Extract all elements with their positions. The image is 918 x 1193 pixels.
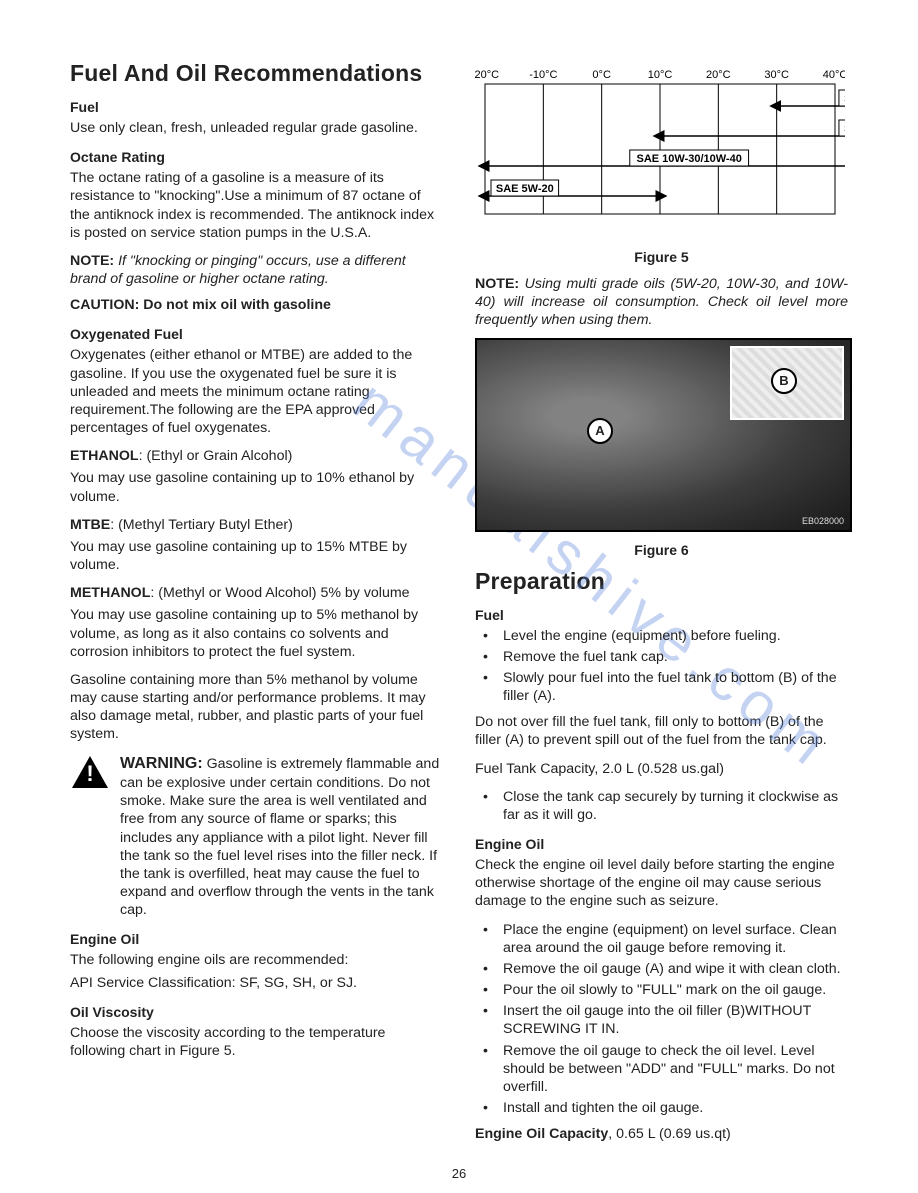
note2-label: NOTE: xyxy=(475,276,519,292)
subheading-fuel: Fuel xyxy=(70,99,443,115)
methanol-label: METHANOL xyxy=(70,585,150,601)
heading-fuel-oil-rec: Fuel And Oil Recommendations xyxy=(70,60,443,87)
svg-text:0°C: 0°C xyxy=(592,69,611,81)
mtbe-line: MTBE: (Methyl Tertiary Butyl Ether) xyxy=(70,516,443,534)
para-fuel: Use only clean, fresh, unleaded regular … xyxy=(70,119,443,137)
mtbe-rest: : (Methyl Tertiary Butyl Ether) xyxy=(110,517,293,533)
methanol-para1: You may use gasoline containing up to 5%… xyxy=(70,606,443,661)
warning-label: WARNING: xyxy=(120,755,203,772)
list-item: Close the tank cap securely by turning i… xyxy=(475,788,848,824)
list-item: Remove the fuel tank cap. xyxy=(475,648,848,666)
subheading-engine-oil-r: Engine Oil xyxy=(475,836,848,852)
svg-text:-10°C: -10°C xyxy=(529,69,557,81)
engine-photo: A B EB028000 xyxy=(475,338,852,532)
warning-text: WARNING: Gasoline is extremely flammable… xyxy=(120,754,443,920)
note-knocking: NOTE: If "knocking or pinging" occurs, u… xyxy=(70,252,443,288)
warning-icon: ! xyxy=(70,754,110,920)
svg-text:40°C: 40°C xyxy=(823,69,845,81)
fuel-capacity: Fuel Tank Capacity, 2.0 L (0.528 us.gal) xyxy=(475,760,848,778)
mtbe-para: You may use gasoline containing up to 15… xyxy=(70,538,443,574)
ethanol-rest: : (Ethyl or Grain Alcohol) xyxy=(139,448,293,464)
engine-oil-p2: API Service Classification: SF, SG, SH, … xyxy=(70,974,443,992)
eo-cap-label: Engine Oil Capacity xyxy=(475,1126,608,1142)
svg-text:SAE 5W-20: SAE 5W-20 xyxy=(496,183,554,195)
note-text: If "knocking or pinging" occurs, use a d… xyxy=(70,253,406,287)
fuel-bullets: Level the engine (equipment) before fuel… xyxy=(475,627,848,706)
para-octane: The octane rating of a gasoline is a mea… xyxy=(70,169,443,242)
methanol-line: METHANOL: (Methyl or Wood Alcohol) 5% by… xyxy=(70,584,443,602)
figure5-caption: Figure 5 xyxy=(475,249,848,265)
list-item: Level the engine (equipment) before fuel… xyxy=(475,627,848,645)
ethanol-para: You may use gasoline containing up to 10… xyxy=(70,469,443,505)
subheading-fuel-r: Fuel xyxy=(475,607,848,623)
caution-no-mix: CAUTION: Do not mix oil with gasoline xyxy=(70,296,443,314)
svg-text:SAE 40: SAE 40 xyxy=(844,93,845,105)
marker-a: A xyxy=(587,418,613,444)
list-item: Install and tighten the oil gauge. xyxy=(475,1099,848,1117)
viscosity-chart: -20°C -10°C 0°C 10°C 20°C 30°C 40°C SAE 40 SAE 3… xyxy=(475,64,848,239)
photo-code: EB028000 xyxy=(802,516,844,526)
svg-text:20°C: 20°C xyxy=(706,69,731,81)
ethanol-line: ETHANOL: (Ethyl or Grain Alcohol) xyxy=(70,447,443,465)
warning-body: Gasoline is extremely flammable and can … xyxy=(120,756,439,919)
right-column: -20°C -10°C 0°C 10°C 20°C 30°C 40°C SAE 40 SAE 3… xyxy=(475,60,848,1153)
fuel-overfill-para: Do not over fill the fuel tank, fill onl… xyxy=(475,713,848,749)
page-number: 26 xyxy=(0,1166,918,1181)
marker-b: B xyxy=(771,368,797,394)
fuel-bullets-2: Close the tank cap securely by turning i… xyxy=(475,788,848,824)
engine-oil-capacity: Engine Oil Capacity, 0.65 L (0.69 us.qt) xyxy=(475,1125,848,1143)
list-item: Place the engine (equipment) on level su… xyxy=(475,921,848,957)
svg-text:SAE 10W-30/10W-40: SAE 10W-30/10W-40 xyxy=(637,153,742,165)
svg-text:!: ! xyxy=(86,761,93,786)
subheading-viscosity: Oil Viscosity xyxy=(70,1004,443,1020)
list-item: Remove the oil gauge (A) and wipe it wit… xyxy=(475,960,848,978)
subheading-engine-oil-l: Engine Oil xyxy=(70,931,443,947)
mtbe-label: MTBE xyxy=(70,517,110,533)
eo-cap-rest: , 0.65 L (0.69 us.qt) xyxy=(608,1126,731,1142)
list-item: Slowly pour fuel into the fuel tank to b… xyxy=(475,669,848,705)
svg-text:30°C: 30°C xyxy=(764,69,789,81)
engine-oil-bullets: Place the engine (equipment) on level su… xyxy=(475,921,848,1118)
methanol-para2: Gasoline containing more than 5% methano… xyxy=(70,671,443,744)
engine-oil-p1: The following engine oils are recommende… xyxy=(70,951,443,969)
note-label: NOTE: xyxy=(70,253,114,269)
note2-text: Using multi grade oils (5W-20, 10W-30, a… xyxy=(475,276,848,328)
engine-oil-check-para: Check the engine oil level daily before … xyxy=(475,856,848,911)
left-column: Fuel And Oil Recommendations Fuel Use on… xyxy=(70,60,443,1153)
para-oxygenated: Oxygenates (either ethanol or MTBE) are … xyxy=(70,346,443,437)
subheading-oxygenated: Oxygenated Fuel xyxy=(70,326,443,342)
subheading-octane: Octane Rating xyxy=(70,149,443,165)
list-item: Pour the oil slowly to "FULL" mark on th… xyxy=(475,981,848,999)
svg-text:SAE 30: SAE 30 xyxy=(844,123,845,135)
list-item: Remove the oil gauge to check the oil le… xyxy=(475,1042,848,1097)
note-multigrade: NOTE: Using multi grade oils (5W-20, 10W… xyxy=(475,275,848,330)
figure6-caption: Figure 6 xyxy=(475,542,848,558)
viscosity-para: Choose the viscosity according to the te… xyxy=(70,1024,443,1060)
svg-text:10°C: 10°C xyxy=(648,69,673,81)
svg-text:-20°C: -20°C xyxy=(475,69,499,81)
warning-block: ! WARNING: Gasoline is extremely flammab… xyxy=(70,754,443,920)
list-item: Insert the oil gauge into the oil filler… xyxy=(475,1002,848,1038)
heading-preparation: Preparation xyxy=(475,568,848,595)
ethanol-label: ETHANOL xyxy=(70,448,139,464)
methanol-rest: : (Methyl or Wood Alcohol) 5% by volume xyxy=(150,585,409,601)
